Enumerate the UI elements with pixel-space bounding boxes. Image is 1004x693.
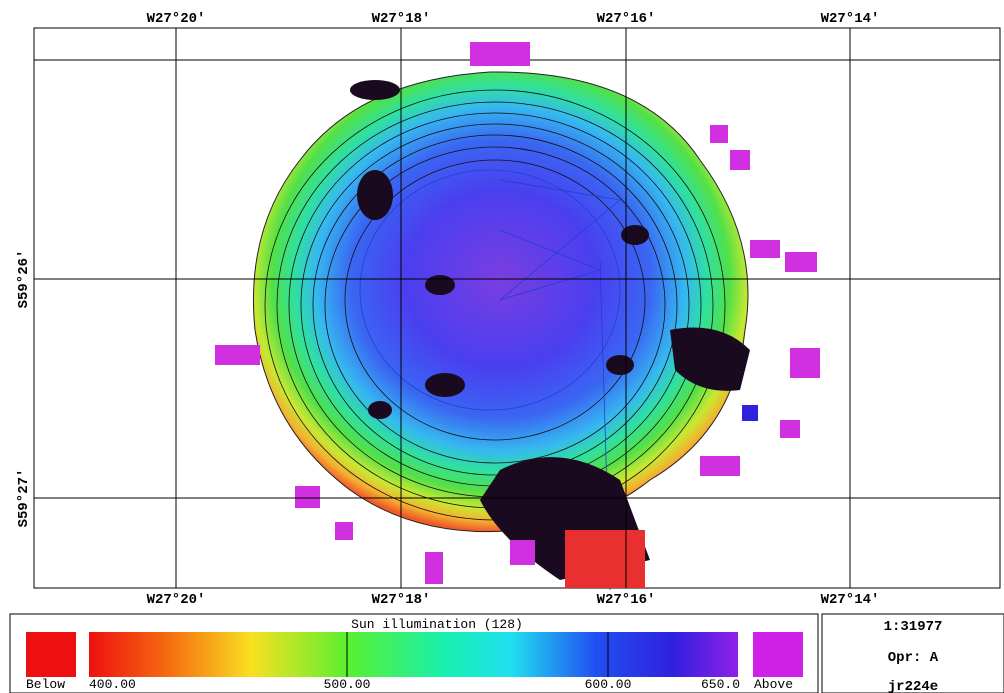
bottom-label: W27°16′: [597, 592, 656, 608]
left-label: S59°27′: [16, 469, 32, 528]
colorbar: [89, 632, 738, 677]
above-swatch: [753, 632, 803, 677]
colorbar-label: 500.00: [324, 677, 371, 692]
bottom-label: W27°20′: [147, 592, 206, 608]
cruise: jr224e: [888, 679, 938, 693]
below-swatch: [26, 632, 76, 677]
colorbar-label: 400.00: [89, 677, 136, 692]
top-label: W27°20′: [147, 11, 206, 27]
top-label: W27°14′: [821, 11, 880, 27]
colorbar-label: 650.0: [701, 677, 740, 692]
bottom-label: W27°18′: [372, 592, 431, 608]
map-view: W27°20′ W27°18′ W27°16′ W27°14′ W27°20′ W27°1…: [0, 0, 1004, 693]
colorbar-title: Sun illumination (128): [351, 617, 523, 632]
operator: Opr: A: [888, 650, 939, 666]
top-label: W27°16′: [597, 11, 656, 27]
top-label: W27°18′: [372, 11, 431, 27]
left-label: S59°26′: [16, 250, 32, 309]
bottom-label: W27°14′: [821, 592, 880, 608]
colorbar-label: 600.00: [585, 677, 632, 692]
scale: 1:31977: [884, 619, 943, 635]
below-label: Below: [26, 677, 65, 692]
above-label: Above: [754, 677, 793, 692]
